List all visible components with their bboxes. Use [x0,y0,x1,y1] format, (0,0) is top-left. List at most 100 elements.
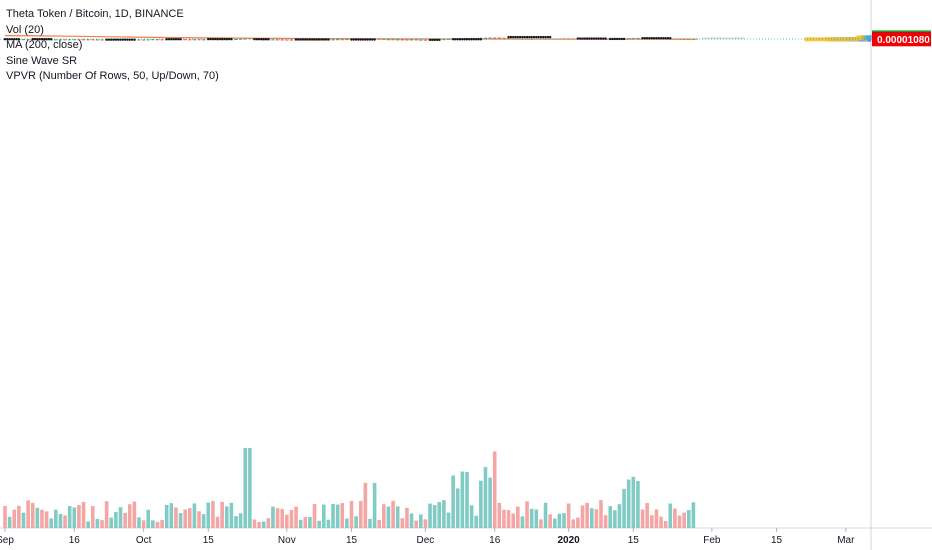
price-axis[interactable]: 0.000009000.000010000.000011000.00001200… [871,30,931,47]
volume-bar [248,448,252,528]
vp-row-up [862,35,871,40]
candle-body [280,39,284,41]
volume-bar [460,471,465,528]
candle-body [502,37,506,39]
vp-row-up [863,35,871,40]
sr-dot [516,35,520,39]
time-tick-label: Nov [278,535,296,546]
candle-body [497,37,501,39]
sr-dot [6,38,9,41]
volume-bar [363,483,368,528]
vp-row-down [865,36,868,41]
sr-dot [371,38,374,41]
sr-dot [299,38,302,41]
volume-bar [104,501,109,528]
sr-dot [116,38,120,41]
candle-body [386,39,391,41]
vp-row-down [862,35,867,40]
vp-row-up [863,35,871,40]
volume-bar [557,513,562,528]
sr-dot [207,37,210,41]
sr-dot [468,38,471,41]
volume-bar [566,503,571,528]
volume-bar [321,504,326,528]
volume-bar [488,477,492,528]
sr-dot [297,38,300,41]
indicator-sine-wave[interactable]: Sine Wave SR [6,54,78,67]
volume-bar [409,513,414,528]
sr-dot [17,38,21,41]
volume-bar [686,510,691,528]
sr-dot [521,35,524,39]
sr-dot [130,38,134,41]
vp-row-up [867,36,871,41]
sr-dot [304,38,307,41]
sr-dot [257,38,261,41]
volume-bar [127,504,132,528]
candle-body [243,38,247,40]
volume-bar [668,503,673,528]
candle-body [192,39,197,41]
time-tick-label: 15 [628,535,640,546]
volume-bar [354,516,358,528]
sr-dot [13,38,16,41]
volume-bar [552,518,557,528]
volume-bar [44,511,49,528]
time-tick-label: 15 [346,535,358,546]
candle-body [636,37,640,39]
sr-dot [315,38,319,41]
volume-bar [395,506,400,528]
vp-row-down [858,35,864,40]
volume-bar [294,506,298,528]
candle-body [414,39,418,41]
volume-bar [7,516,12,528]
sr-dot [662,37,665,40]
vp-row-up [863,35,871,40]
indicator-volume[interactable]: Vol (20) [6,23,44,36]
volume-bar [146,509,151,528]
vp-row-up [865,36,871,41]
volume-bar [673,508,677,528]
volume-bar [317,520,321,528]
sine-wave-sr-levels [3,35,672,42]
indicator-vpvr[interactable]: VPVR (Number Of Rows, 50, Up/Down, 70) [6,70,219,82]
sr-dot [33,37,37,41]
vp-row-down [857,35,864,40]
volume-bar [109,517,114,528]
vp-row-up [862,36,871,41]
candle-body [396,39,400,41]
volume-bar [17,505,21,528]
sr-dot [167,37,171,41]
sr-dot [428,38,432,42]
volume-bar [636,480,640,528]
volume-bar [580,505,585,528]
sr-dot [461,38,464,41]
sr-dot [509,35,513,39]
sr-dot [523,35,526,39]
candle-body [202,39,206,41]
sr-dot [641,37,644,40]
volume-bar [442,500,446,528]
volume-bar [169,503,174,528]
time-axis[interactable]: Sep 16 Oct 15 Nov 15 Dec 16 2020 15 Feb 15 Mar [0,528,855,546]
sr-dot [611,37,614,41]
sr-dot [664,37,667,40]
time-tick-label: 15 [203,535,215,546]
sr-dot [597,37,600,40]
volume-bar [562,513,566,528]
volume-bar [201,514,206,528]
candle-body [91,39,95,41]
time-tick-label: Mar [837,535,855,546]
sr-dot [107,38,111,41]
sr-dot [119,38,122,41]
time-tick-label: 2020 [558,535,581,546]
sr-dot [595,37,598,40]
symbol-title[interactable]: Theta Token / Bitcoin, 1D, BINANCE [6,8,184,20]
volume-bar [511,513,515,528]
indicator-ma[interactable]: MA (200, close) [6,39,83,51]
sr-dot [126,38,129,41]
volume-bar [312,504,317,528]
sr-dot [470,38,473,41]
vp-row-down [860,36,866,41]
